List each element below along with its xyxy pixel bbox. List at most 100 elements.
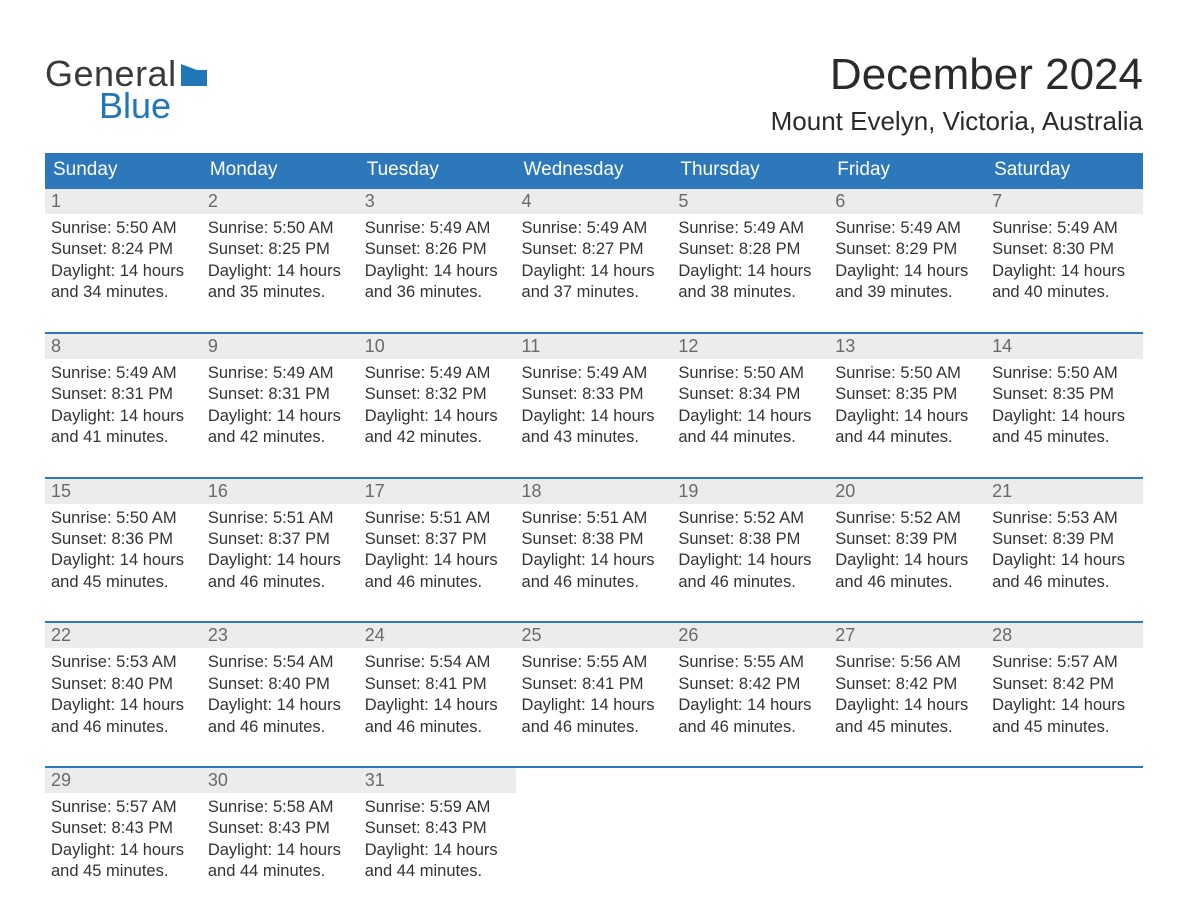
sunrise-line: Sunrise: 5:54 AM: [208, 652, 353, 673]
day-detail-cell: Sunrise: 5:54 AMSunset: 8:41 PMDaylight:…: [359, 648, 516, 767]
daylight-line-2: and 35 minutes.: [208, 282, 353, 303]
daylight-line-2: and 44 minutes.: [678, 427, 823, 448]
day-number-cell: 18: [516, 478, 673, 504]
daylight-line-1: Daylight: 14 hours: [835, 550, 980, 571]
daynum-row: 22232425262728: [45, 622, 1143, 648]
flag-icon: [181, 56, 215, 92]
daylight-line-1: Daylight: 14 hours: [678, 261, 823, 282]
day-number-cell: 29: [45, 767, 202, 793]
day-detail-cell: Sunrise: 5:58 AMSunset: 8:43 PMDaylight:…: [202, 793, 359, 891]
sunrise-line: Sunrise: 5:55 AM: [678, 652, 823, 673]
day-detail-cell: Sunrise: 5:57 AMSunset: 8:43 PMDaylight:…: [45, 793, 202, 891]
day-detail-cell: Sunrise: 5:53 AMSunset: 8:40 PMDaylight:…: [45, 648, 202, 767]
daylight-line-2: and 45 minutes.: [51, 572, 196, 593]
daylight-line-2: and 46 minutes.: [678, 572, 823, 593]
daylight-line-1: Daylight: 14 hours: [835, 695, 980, 716]
sunset-line: Sunset: 8:41 PM: [522, 674, 667, 695]
sunrise-line: Sunrise: 5:59 AM: [365, 797, 510, 818]
day-number-cell: 26: [672, 622, 829, 648]
daylight-line-1: Daylight: 14 hours: [51, 840, 196, 861]
daylight-line-2: and 45 minutes.: [992, 717, 1137, 738]
sunset-line: Sunset: 8:39 PM: [992, 529, 1137, 550]
sunset-line: Sunset: 8:40 PM: [51, 674, 196, 695]
day-number-cell: 25: [516, 622, 673, 648]
day-detail-cell: Sunrise: 5:51 AMSunset: 8:37 PMDaylight:…: [359, 504, 516, 623]
daylight-line-2: and 46 minutes.: [835, 572, 980, 593]
daylight-line-1: Daylight: 14 hours: [992, 261, 1137, 282]
day-number-cell: 20: [829, 478, 986, 504]
sunset-line: Sunset: 8:31 PM: [208, 384, 353, 405]
daylight-line-2: and 46 minutes.: [522, 717, 667, 738]
day-number-cell: 10: [359, 333, 516, 359]
day-detail-cell: Sunrise: 5:50 AMSunset: 8:36 PMDaylight:…: [45, 504, 202, 623]
day-number-cell: 27: [829, 622, 986, 648]
daynum-row: 891011121314: [45, 333, 1143, 359]
daylight-line-2: and 46 minutes.: [365, 572, 510, 593]
day-number-cell: 17: [359, 478, 516, 504]
sunrise-line: Sunrise: 5:49 AM: [522, 363, 667, 384]
day-header: Sunday: [45, 153, 202, 188]
daylight-line-1: Daylight: 14 hours: [365, 840, 510, 861]
day-number-cell: 11: [516, 333, 673, 359]
day-detail-cell: Sunrise: 5:55 AMSunset: 8:41 PMDaylight:…: [516, 648, 673, 767]
day-detail-cell: Sunrise: 5:56 AMSunset: 8:42 PMDaylight:…: [829, 648, 986, 767]
daylight-line-2: and 39 minutes.: [835, 282, 980, 303]
day-detail-cell: Sunrise: 5:50 AMSunset: 8:35 PMDaylight:…: [986, 359, 1143, 478]
sunset-line: Sunset: 8:42 PM: [835, 674, 980, 695]
detail-row: Sunrise: 5:50 AMSunset: 8:24 PMDaylight:…: [45, 214, 1143, 333]
sunset-line: Sunset: 8:41 PM: [365, 674, 510, 695]
day-detail-cell: Sunrise: 5:49 AMSunset: 8:28 PMDaylight:…: [672, 214, 829, 333]
day-detail-cell: Sunrise: 5:57 AMSunset: 8:42 PMDaylight:…: [986, 648, 1143, 767]
daylight-line-2: and 46 minutes.: [51, 717, 196, 738]
day-number-cell: 5: [672, 188, 829, 214]
daylight-line-1: Daylight: 14 hours: [835, 261, 980, 282]
sunset-line: Sunset: 8:27 PM: [522, 239, 667, 260]
daylight-line-2: and 45 minutes.: [51, 861, 196, 882]
day-number-cell: 22: [45, 622, 202, 648]
day-detail-cell: Sunrise: 5:50 AMSunset: 8:34 PMDaylight:…: [672, 359, 829, 478]
sunrise-line: Sunrise: 5:51 AM: [208, 508, 353, 529]
daylight-line-1: Daylight: 14 hours: [992, 695, 1137, 716]
daylight-line-1: Daylight: 14 hours: [208, 261, 353, 282]
day-number-cell: 19: [672, 478, 829, 504]
sunset-line: Sunset: 8:35 PM: [835, 384, 980, 405]
page-title: December 2024: [771, 50, 1143, 100]
detail-row: Sunrise: 5:50 AMSunset: 8:36 PMDaylight:…: [45, 504, 1143, 623]
sunrise-line: Sunrise: 5:58 AM: [208, 797, 353, 818]
daylight-line-1: Daylight: 14 hours: [678, 406, 823, 427]
calendar-body: 1234567Sunrise: 5:50 AMSunset: 8:24 PMDa…: [45, 188, 1143, 891]
sunset-line: Sunset: 8:30 PM: [992, 239, 1137, 260]
day-detail-cell: Sunrise: 5:54 AMSunset: 8:40 PMDaylight:…: [202, 648, 359, 767]
sunset-line: Sunset: 8:40 PM: [208, 674, 353, 695]
day-number-cell: 16: [202, 478, 359, 504]
sunset-line: Sunset: 8:33 PM: [522, 384, 667, 405]
daylight-line-2: and 45 minutes.: [835, 717, 980, 738]
sunrise-line: Sunrise: 5:50 AM: [678, 363, 823, 384]
daylight-line-1: Daylight: 14 hours: [208, 406, 353, 427]
sunrise-line: Sunrise: 5:57 AM: [51, 797, 196, 818]
daylight-line-2: and 46 minutes.: [522, 572, 667, 593]
day-detail-cell: Sunrise: 5:52 AMSunset: 8:39 PMDaylight:…: [829, 504, 986, 623]
daylight-line-2: and 46 minutes.: [365, 717, 510, 738]
day-header: Monday: [202, 153, 359, 188]
detail-row: Sunrise: 5:57 AMSunset: 8:43 PMDaylight:…: [45, 793, 1143, 891]
daylight-line-1: Daylight: 14 hours: [678, 550, 823, 571]
day-number-cell: [672, 767, 829, 793]
sunrise-line: Sunrise: 5:50 AM: [835, 363, 980, 384]
sunrise-line: Sunrise: 5:54 AM: [365, 652, 510, 673]
day-number-cell: 15: [45, 478, 202, 504]
day-detail-cell: Sunrise: 5:49 AMSunset: 8:31 PMDaylight:…: [202, 359, 359, 478]
daylight-line-1: Daylight: 14 hours: [51, 406, 196, 427]
day-detail-cell: Sunrise: 5:52 AMSunset: 8:38 PMDaylight:…: [672, 504, 829, 623]
day-number-cell: 6: [829, 188, 986, 214]
sunrise-line: Sunrise: 5:57 AM: [992, 652, 1137, 673]
sunrise-line: Sunrise: 5:49 AM: [51, 363, 196, 384]
daylight-line-2: and 44 minutes.: [835, 427, 980, 448]
sunrise-line: Sunrise: 5:49 AM: [678, 218, 823, 239]
detail-row: Sunrise: 5:49 AMSunset: 8:31 PMDaylight:…: [45, 359, 1143, 478]
sunrise-line: Sunrise: 5:49 AM: [365, 363, 510, 384]
daylight-line-1: Daylight: 14 hours: [51, 261, 196, 282]
day-detail-cell: Sunrise: 5:49 AMSunset: 8:29 PMDaylight:…: [829, 214, 986, 333]
sunrise-line: Sunrise: 5:56 AM: [835, 652, 980, 673]
header: General Blue December 2024 Mount Evelyn,…: [45, 50, 1143, 137]
